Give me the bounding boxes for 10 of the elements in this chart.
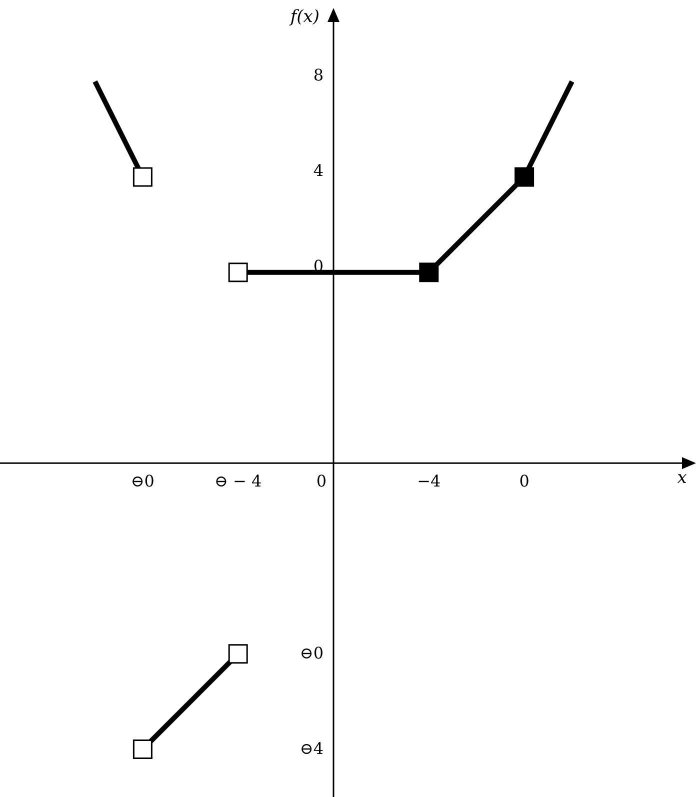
x-tick-label: ⊖ − 4 (214, 471, 262, 490)
y-tick-label: 8 (313, 66, 324, 85)
x-axis-title: x (677, 468, 688, 488)
annotation: ⊖0 (300, 644, 324, 663)
x-tick-label: ⊖0 (130, 471, 154, 490)
x-tick-label: 0 (519, 471, 530, 490)
y-tick-label: 4 (313, 161, 324, 180)
x-tick-label: −4 (417, 471, 441, 490)
annotation: ⊖4 (300, 739, 324, 758)
y-axis-title: f(x) (288, 7, 320, 27)
